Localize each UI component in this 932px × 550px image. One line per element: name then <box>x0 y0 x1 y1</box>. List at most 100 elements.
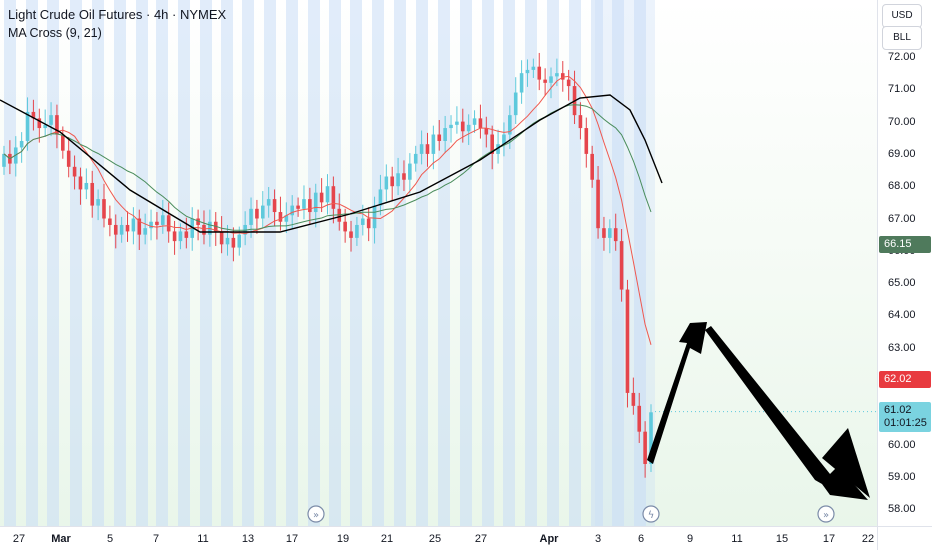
time-tick-label: 27 <box>474 533 488 545</box>
candle-body <box>384 176 389 190</box>
session-band <box>92 0 104 526</box>
session-band <box>286 0 298 526</box>
candle-body <box>449 124 453 129</box>
projection-arrow-down <box>705 326 868 500</box>
candle-body <box>19 140 24 148</box>
candle-body <box>431 134 436 154</box>
price-tick-label: 68.00 <box>888 180 916 193</box>
time-tick-label: 6 <box>637 533 645 545</box>
candle-body <box>319 192 324 203</box>
candle-body <box>90 182 95 206</box>
candle-body <box>302 199 306 209</box>
flash-icon-glyph: ϟ <box>648 510 655 521</box>
price-axis[interactable]: USD BLL 72.00 71.00 70.00 69.00 68.00 67.00 66… <box>877 0 932 526</box>
candle-body <box>261 205 265 219</box>
candle-body <box>219 231 224 245</box>
session-band <box>329 0 341 526</box>
candle-body <box>596 179 600 229</box>
chart-pane[interactable]: » ϟ » Light Crude Oil Futures · 4h · NYMEX… <box>0 0 877 526</box>
unit-button[interactable]: BLL <box>882 26 922 50</box>
time-tick-label: Mar <box>51 533 71 545</box>
price-tick-label: 59.00 <box>888 470 916 483</box>
time-axis[interactable]: 27 Mar 5 7 11 13 17 19 21 25 27 Apr 3 6 9 11 15 17 22 <box>0 526 877 550</box>
time-tick-label: 17 <box>285 533 299 545</box>
session-band <box>26 0 38 526</box>
last-price-label: 61.02 01:01:25 <box>879 402 931 432</box>
candle-body <box>590 153 594 180</box>
candle-body <box>72 166 77 177</box>
candle-body <box>619 241 624 290</box>
projection-arrow-up <box>647 322 707 464</box>
session-band <box>264 0 276 526</box>
candle-body <box>55 115 59 135</box>
price-tick-label: 64.00 <box>888 309 916 322</box>
session-band <box>242 0 254 526</box>
candle-body <box>508 115 512 135</box>
candle-body <box>566 79 571 87</box>
replay-icon <box>307 505 325 523</box>
candle-body <box>278 212 283 222</box>
candle-body <box>343 221 347 232</box>
candle-body <box>225 237 230 245</box>
candle-body <box>296 205 300 209</box>
session-band <box>136 0 148 526</box>
candle-body <box>125 224 130 232</box>
candle-body <box>360 218 365 225</box>
price-tick-label: 58.00 <box>888 503 916 516</box>
replay-icon <box>817 505 835 523</box>
symbol-title[interactable]: Light Crude Oil Futures · 4h · NYMEX <box>8 7 227 22</box>
candle-body <box>478 118 483 129</box>
session-band <box>178 0 190 526</box>
time-tick-label: Apr <box>539 533 559 545</box>
session-band <box>4 0 16 526</box>
session-band <box>612 0 624 526</box>
projection-arrowhead <box>822 428 870 498</box>
currency-button[interactable]: USD <box>882 4 922 28</box>
ma-fast-price-label: 62.02 <box>879 371 931 388</box>
candle-body <box>61 134 65 151</box>
session-band <box>503 0 515 526</box>
indicator-label[interactable]: MA Cross (9, 21) <box>8 26 102 40</box>
candle-body <box>337 208 342 222</box>
candle-body <box>266 199 271 206</box>
candle-body <box>408 163 412 180</box>
candle-body <box>113 224 118 235</box>
candle-body <box>396 173 400 187</box>
time-tick-label: 13 <box>241 533 255 545</box>
time-tick-label: 19 <box>336 533 350 545</box>
chart-canvas[interactable]: » ϟ » <box>0 0 877 526</box>
candle-body <box>549 76 553 83</box>
session-band <box>350 0 362 526</box>
candle-body <box>584 128 589 154</box>
candle-body <box>513 92 518 116</box>
candle-body <box>237 234 242 248</box>
session-band <box>372 0 384 526</box>
candle-body <box>419 144 424 154</box>
session-band <box>438 0 450 526</box>
time-tick-label: 9 <box>686 533 694 545</box>
candle-body <box>325 186 330 203</box>
candle-body <box>149 221 153 229</box>
candle-body <box>66 150 71 167</box>
candle-body <box>313 192 318 213</box>
ma-fast-line <box>3 75 652 345</box>
price-tick-label: 70.00 <box>888 115 916 128</box>
time-tick-label: 27 <box>12 533 26 545</box>
candle-body <box>472 118 477 125</box>
candle-body <box>490 134 494 154</box>
session-band <box>482 0 494 526</box>
candle-body <box>119 224 124 235</box>
session-band <box>525 0 537 526</box>
candle-body <box>155 221 159 225</box>
chart-legend: Light Crude Oil Futures · 4h · NYMEX MA … <box>8 6 226 42</box>
candle-body <box>166 215 171 232</box>
time-tick-label: 17 <box>822 533 836 545</box>
session-band <box>460 0 472 526</box>
candle-body <box>108 218 112 225</box>
session-band <box>200 0 212 526</box>
candle-body <box>25 111 30 141</box>
session-band <box>156 0 168 526</box>
candle-body <box>425 144 430 154</box>
candle-body <box>184 231 189 238</box>
